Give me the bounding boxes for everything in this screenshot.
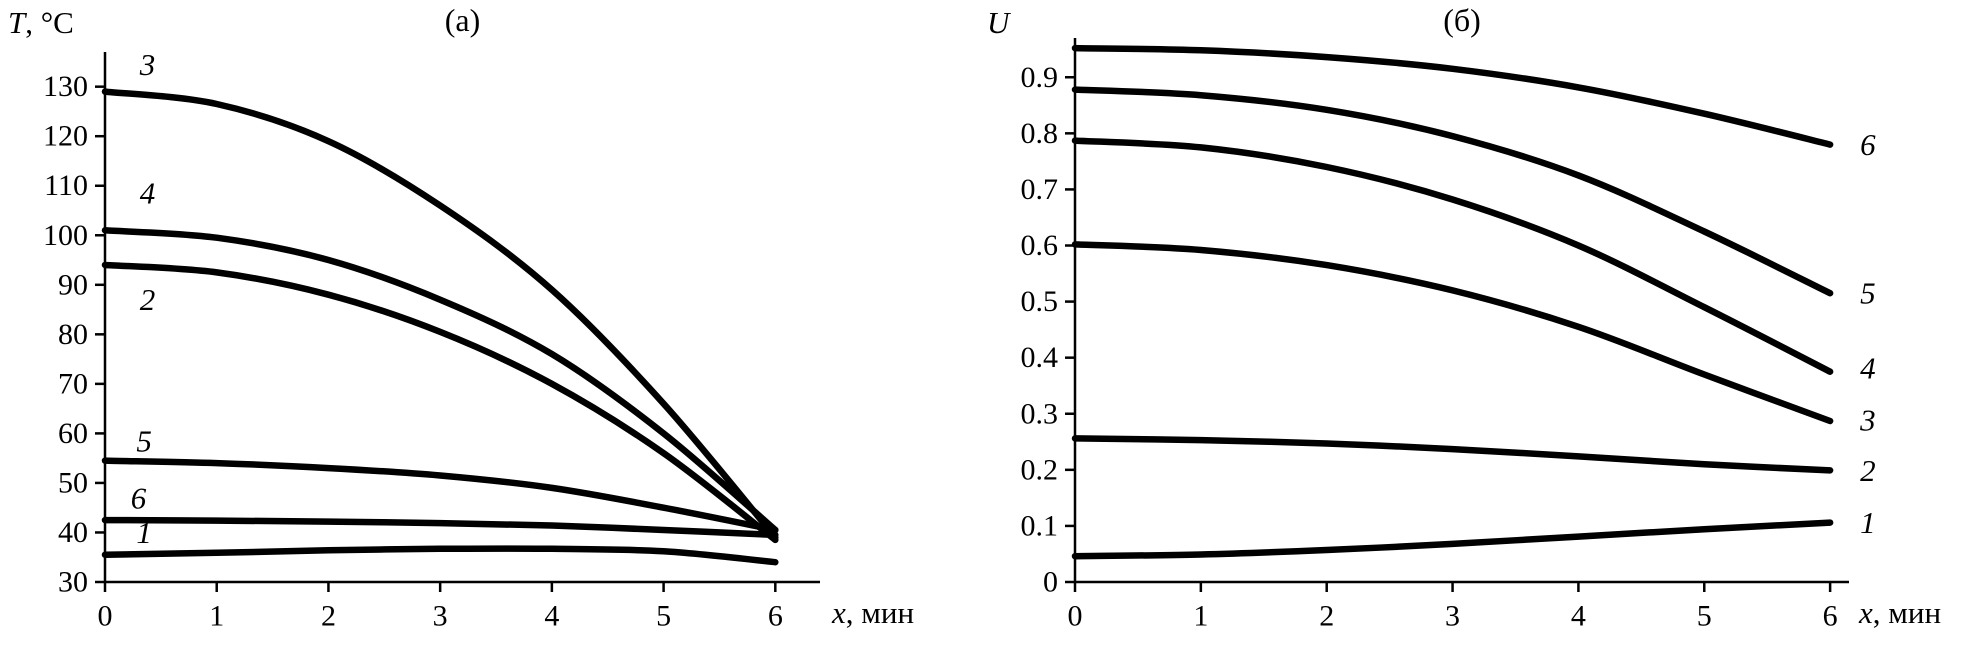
x-axis-unit-b: , мин — [1872, 595, 1942, 630]
x-tick-label: 3 — [433, 600, 448, 633]
y-tick-label: 70 — [58, 367, 88, 400]
x-tick-label: 1 — [209, 600, 224, 633]
y-tick-label: 80 — [58, 318, 88, 351]
x-tick-label: 6 — [768, 600, 783, 633]
x-tick-label: 4 — [544, 600, 559, 633]
curve-label-5: 5 — [136, 423, 152, 458]
y-axis-unit-a: , °C — [25, 5, 74, 40]
y-tick-label: 60 — [58, 417, 88, 450]
y-tick-label: 90 — [58, 268, 88, 301]
x-axis-variable-a: x — [832, 595, 846, 630]
y-tick-label: 0.7 — [1021, 173, 1059, 206]
curve-1 — [101, 545, 779, 566]
x-tick-label: 5 — [1697, 600, 1712, 633]
curve-4 — [1071, 137, 1834, 375]
curve-3 — [101, 88, 779, 541]
y-axis-variable-a: T — [8, 5, 26, 40]
y-axis-title-a: T, °C — [8, 5, 74, 41]
y-tick-label: 120 — [43, 120, 88, 153]
curve-label-6: 6 — [1860, 127, 1876, 162]
panel-b-title: (б) — [1443, 2, 1481, 38]
curve-label-4: 4 — [1860, 350, 1876, 385]
x-axis-title-a: x, мин — [832, 595, 914, 631]
x-tick-label: 0 — [1068, 600, 1083, 633]
curve-label-4: 4 — [140, 176, 156, 211]
panel-a-title: (а) — [444, 2, 481, 38]
x-tick-label: 2 — [321, 600, 336, 633]
x-tick-label: 3 — [1445, 600, 1460, 633]
curve-label-5: 5 — [1860, 276, 1876, 311]
curve-6 — [1071, 44, 1834, 148]
x-axis-title-b: x, мин — [1859, 595, 1941, 631]
y-tick-label: 130 — [43, 70, 88, 103]
x-tick-label: 4 — [1571, 600, 1586, 633]
curve-label-2: 2 — [140, 282, 156, 317]
curve-5 — [1071, 86, 1834, 297]
curve-1 — [1071, 519, 1834, 560]
y-axis-title-b: U — [987, 5, 1009, 41]
y-tick-label: 0.2 — [1021, 453, 1059, 486]
axis-lines — [103, 52, 820, 584]
curve-4 — [101, 227, 779, 534]
y-tick-label: 50 — [58, 466, 88, 499]
y-tick-label: 110 — [44, 169, 88, 202]
y-tick-label: 0.1 — [1021, 509, 1059, 542]
curve-label-3: 3 — [1859, 402, 1876, 437]
curve-6 — [101, 516, 779, 539]
curve-2 — [101, 261, 779, 544]
y-axis-variable-b: U — [987, 5, 1010, 40]
panel-b: 0 0.1 0.2 0.3 0.4 0.5 0.6 0.7 0.8 0.9 0 1 2 3 4 5 6 1 2 3 4 5… — [985, 0, 1972, 668]
y-tick-label: 0.8 — [1021, 117, 1059, 150]
x-axis-unit-a: , мин — [845, 595, 915, 630]
curve-label-1: 1 — [1860, 505, 1876, 540]
y-tick-label: 100 — [43, 219, 88, 252]
panel-a: 30 40 50 60 70 80 90 100 110 120 130 0 1 2 3 4 5 6 1 2 3 4 5 6 … — [0, 0, 975, 668]
curve-label-3: 3 — [139, 47, 156, 82]
y-tick-label: 0.5 — [1021, 285, 1059, 318]
curve-5 — [101, 457, 779, 534]
curve-2 — [1071, 435, 1834, 474]
chart-b-canvas: 0 0.1 0.2 0.3 0.4 0.5 0.6 0.7 0.8 0.9 0 1 2 3 4 5 6 1 2 3 4 5… — [1021, 38, 1876, 633]
curve-label-1: 1 — [136, 515, 152, 550]
x-tick-label: 5 — [656, 600, 671, 633]
y-tick-label: 40 — [58, 516, 88, 549]
x-axis-variable-b: x — [1859, 595, 1873, 630]
curve-label-6: 6 — [131, 480, 147, 515]
y-tick-label: 0 — [1043, 566, 1058, 599]
curve-label-2: 2 — [1860, 453, 1876, 488]
curve-3 — [1071, 241, 1834, 425]
x-tick-label: 6 — [1823, 600, 1838, 633]
x-tick-label: 1 — [1193, 600, 1208, 633]
x-tick-label: 2 — [1319, 600, 1334, 633]
x-tick-label: 0 — [98, 600, 113, 633]
y-tick-label: 0.3 — [1021, 397, 1059, 430]
y-tick-label: 0.6 — [1021, 229, 1059, 262]
y-tick-label: 0.9 — [1021, 61, 1059, 94]
y-tick-label: 30 — [58, 566, 88, 599]
y-tick-label: 0.4 — [1021, 341, 1059, 374]
